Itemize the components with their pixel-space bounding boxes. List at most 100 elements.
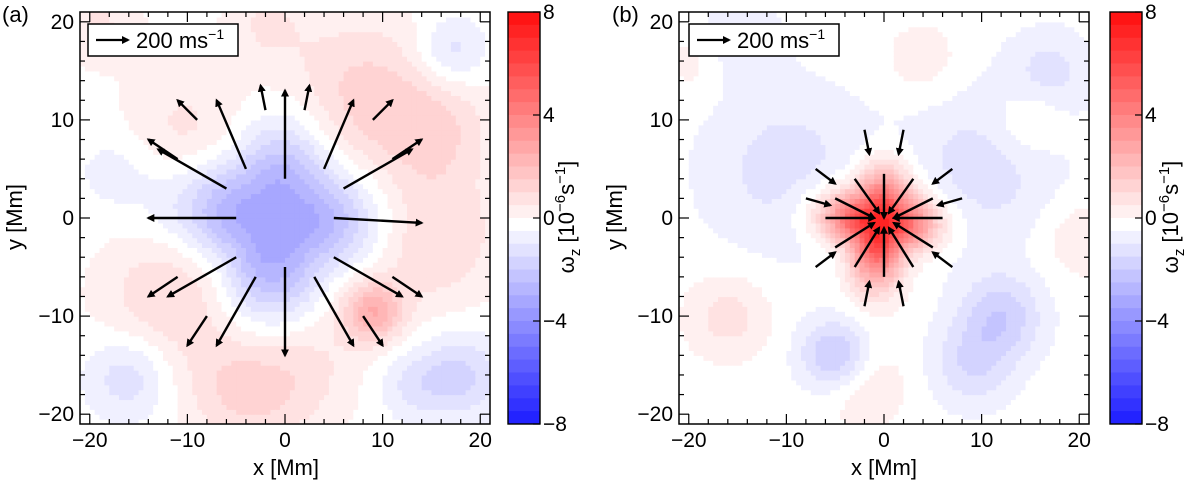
heatmap-cell [358,384,364,391]
heatmap-cell [250,286,257,293]
heatmap-cell [289,237,296,244]
heatmap-cell [177,311,184,317]
heatmap-cell [167,365,174,371]
heatmap-cell [221,355,228,361]
heatmap-cell [119,61,125,67]
heatmap-cell [202,242,208,249]
heatmap-cell [314,16,320,23]
heatmap-cell [343,124,350,131]
heatmap-cell [245,276,252,283]
heatmap-cell [348,115,354,121]
heatmap-cell [289,301,296,307]
heatmap-cell [275,384,281,391]
heatmap-cell [358,374,364,381]
heatmap-cell [294,340,301,347]
heatmap-cell [94,203,101,209]
heatmap-cell [187,325,193,332]
heatmap-cell [304,252,310,258]
heatmap-cell [182,164,188,170]
heatmap-cell [211,257,218,263]
heatmap-cell [162,232,169,239]
heatmap-cell [338,384,345,391]
heatmap-cell [109,90,115,96]
heatmap-cell [192,164,198,170]
heatmap-cell [245,183,252,190]
heatmap-cell [343,105,350,111]
heatmap-cell [211,316,218,322]
heatmap-cell [84,100,91,106]
heatmap-cell [324,119,330,126]
heatmap-cell [114,56,120,62]
heatmap-cell [123,296,130,302]
heatmap-cell [324,85,330,92]
heatmap-cell [363,242,369,249]
heatmap-cell [216,419,223,424]
heatmap-cell [182,213,188,219]
heatmap-cell [148,85,154,92]
heatmap-cell [128,134,135,141]
heatmap-cell [89,203,96,209]
heatmap-cell [167,188,174,195]
heatmap-cell [328,404,335,410]
heatmap-cell [143,139,149,146]
heatmap-cell [123,301,130,307]
heatmap-cell [236,267,242,273]
heatmap-cell [275,16,281,23]
heatmap-cell [202,350,208,356]
heatmap-cell [221,232,228,239]
heatmap-cell [363,144,369,150]
heatmap-cell [241,134,247,141]
heatmap-cell [206,144,213,150]
heatmap-cell [226,183,232,190]
heatmap-cell [133,271,140,278]
heatmap-cell [109,350,115,356]
heatmap-cell [197,16,203,23]
heatmap-cell [236,271,242,278]
heatmap-cell [304,232,310,239]
heatmap-cell [343,75,350,82]
heatmap-cell [270,183,276,190]
heatmap-cell [138,374,145,381]
heatmap-cell [333,159,340,165]
heatmap-cell [245,335,252,342]
heatmap-cell [148,262,154,268]
heatmap-cell [245,188,252,195]
heatmap-cell [260,178,267,185]
heatmap-cell [333,90,340,96]
heatmap-cell [119,80,125,87]
heatmap-cell [167,203,174,209]
heatmap-cell [324,276,330,283]
heatmap-cell [231,394,237,401]
heatmap-cell [206,129,213,136]
heatmap-cell [338,419,345,424]
heatmap-cell [182,242,188,249]
heatmap-cell [216,271,223,278]
heatmap-cell [358,345,364,352]
heatmap-cell [104,183,110,190]
heatmap-cell [133,188,140,195]
heatmap-cell [133,355,140,361]
heatmap-cell [285,365,291,371]
heatmap-cell [128,149,135,155]
heatmap-cell [314,340,320,347]
heatmap-cell [231,70,237,77]
heatmap-cell [182,178,188,185]
heatmap-cell [241,384,247,391]
heatmap-cell [119,227,125,234]
heatmap-cell [123,321,130,327]
heatmap-cell [255,188,262,195]
heatmap-cell [123,232,130,239]
heatmap-cell [187,193,193,199]
heatmap-cell [162,70,169,77]
heatmap-cell [114,168,120,175]
heatmap-cell [304,115,310,121]
heatmap-cell [299,276,306,283]
heatmap-cell [260,139,267,146]
heatmap-cell [109,316,115,322]
heatmap-cell [206,350,213,356]
heatmap-cell [80,237,86,244]
heatmap-cell [226,370,232,376]
heatmap-cell [285,208,291,214]
heatmap-cell [241,409,247,415]
heatmap-cell [104,208,110,214]
